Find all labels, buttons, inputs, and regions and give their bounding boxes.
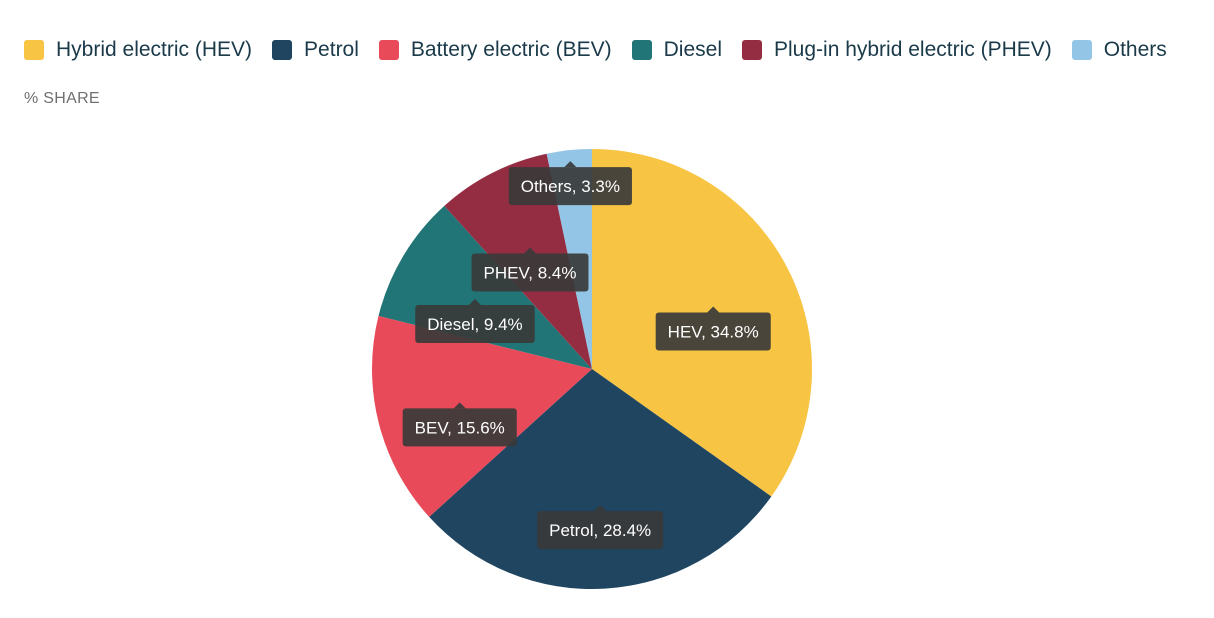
data-label-diesel: Diesel, 9.4% bbox=[415, 298, 535, 343]
legend-label: Diesel bbox=[663, 38, 722, 61]
pie-slice-petrol[interactable] bbox=[429, 369, 772, 590]
legend-label: Others bbox=[1103, 38, 1167, 61]
data-label-box bbox=[655, 312, 771, 351]
legend-item[interactable]: Battery electric (BEV) bbox=[378, 38, 612, 62]
pie-data-labels: HEV, 34.8% Petrol, 28.4% BEV, 15.6% Diesel,… bbox=[402, 161, 771, 550]
data-label-text: Diesel, 9.4% bbox=[427, 315, 522, 334]
legend-label: Battery electric (BEV) bbox=[410, 38, 612, 61]
data-label-box bbox=[471, 253, 589, 292]
data-label-phev: PHEV, 8.4% bbox=[471, 247, 589, 292]
data-label-text: Others, 3.3% bbox=[521, 177, 620, 196]
legend-item[interactable]: Plug-in hybrid electric (PHEV) bbox=[742, 38, 1052, 62]
data-label-box bbox=[402, 408, 517, 447]
legend-swatch bbox=[24, 40, 44, 60]
legend-label: Plug-in hybrid electric (PHEV) bbox=[774, 38, 1052, 61]
data-label-bev: BEV, 15.6% bbox=[402, 402, 517, 447]
data-label-pointer bbox=[453, 402, 466, 409]
chart-legend: Hybrid electric (HEV) Petrol Battery elect… bbox=[24, 38, 1187, 62]
data-label-pointer bbox=[707, 306, 720, 313]
data-label-pointer bbox=[468, 298, 481, 305]
legend-swatch bbox=[272, 40, 293, 60]
data-label-hev: HEV, 34.8% bbox=[655, 306, 771, 351]
data-label-pointer bbox=[524, 247, 537, 254]
legend-item[interactable]: Petrol bbox=[272, 38, 359, 62]
data-label-petrol: Petrol, 28.4% bbox=[537, 505, 664, 550]
data-label-pointer bbox=[594, 505, 607, 512]
data-label-text: Petrol, 28.4% bbox=[549, 521, 651, 540]
chart-subtitle: % SHARE bbox=[24, 90, 100, 107]
data-label-text: HEV, 34.8% bbox=[668, 322, 759, 341]
data-label-box bbox=[537, 511, 664, 550]
legend-item[interactable]: Diesel bbox=[631, 38, 722, 62]
legend-swatch bbox=[378, 40, 399, 60]
legend-swatch bbox=[742, 40, 762, 60]
legend-swatch bbox=[631, 40, 652, 60]
data-label-box bbox=[415, 304, 535, 343]
legend-item[interactable]: Others bbox=[1071, 38, 1167, 62]
legend-item[interactable]: Hybrid electric (HEV) bbox=[24, 38, 252, 62]
data-label-text: BEV, 15.6% bbox=[415, 418, 505, 437]
data-label-box bbox=[508, 167, 632, 206]
data-label-text: PHEV, 8.4% bbox=[484, 263, 577, 282]
legend-label: Hybrid electric (HEV) bbox=[56, 38, 253, 61]
legend-swatch bbox=[1071, 40, 1092, 60]
data-label-others: Others, 3.3% bbox=[508, 161, 632, 206]
data-label-pointer bbox=[564, 161, 577, 168]
legend-label: Petrol bbox=[304, 38, 359, 61]
